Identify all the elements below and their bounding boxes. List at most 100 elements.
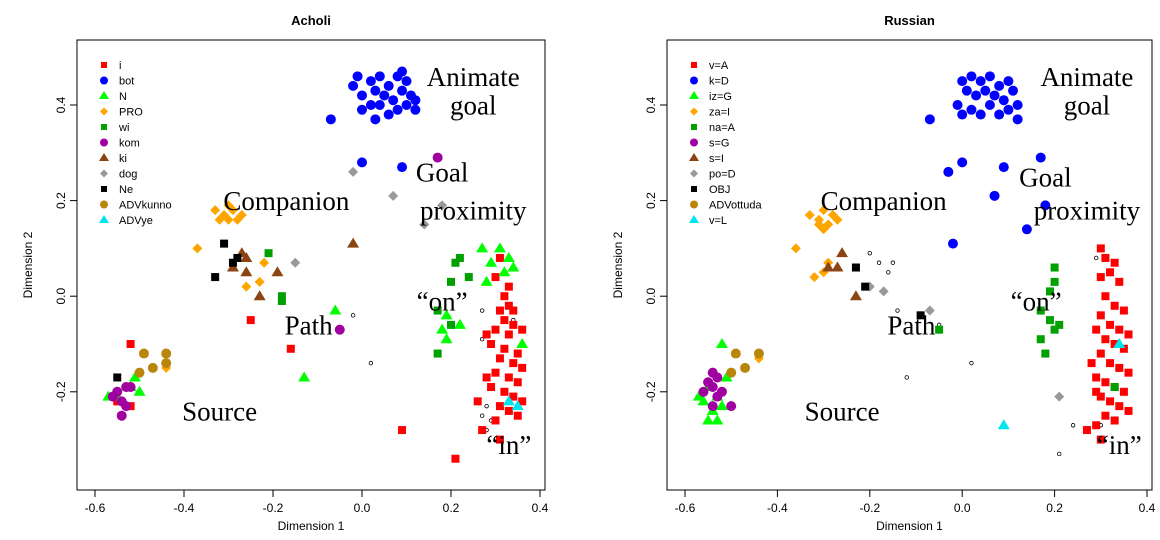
legend-label: k=D bbox=[709, 76, 729, 88]
legend: i bot N PRO wi kom ki dog Ne ADVkunno ADVye bbox=[99, 60, 172, 227]
data-point bbox=[836, 247, 849, 258]
data-point bbox=[849, 290, 862, 301]
data-point bbox=[455, 253, 464, 262]
region-annotation: “on” bbox=[1011, 287, 1062, 317]
data-point bbox=[116, 410, 127, 421]
data-point bbox=[707, 401, 718, 412]
legend: v=A k=D iz=G za=I na=A s=G s=I po=D OBJ ADVottuda… bbox=[689, 60, 762, 227]
legend-marker bbox=[100, 107, 108, 116]
data-point bbox=[715, 338, 728, 348]
data-point bbox=[482, 373, 491, 382]
legend-label: v=A bbox=[709, 60, 729, 72]
series-advottuda bbox=[726, 348, 764, 378]
legend-label: s=I bbox=[709, 153, 724, 165]
data-point bbox=[498, 266, 511, 277]
data-point bbox=[730, 348, 741, 359]
data-point bbox=[943, 166, 954, 177]
y-axis-label: Dimension 2 bbox=[611, 231, 625, 298]
legend-marker bbox=[100, 200, 108, 209]
data-point bbox=[1101, 378, 1110, 387]
data-point bbox=[433, 349, 442, 358]
data-point bbox=[491, 273, 500, 282]
data-point bbox=[401, 76, 412, 87]
data-point bbox=[271, 266, 284, 277]
data-point bbox=[1050, 277, 1059, 286]
data-point bbox=[495, 435, 504, 444]
open-point bbox=[479, 337, 485, 342]
x-tick-label: 0.2 bbox=[443, 501, 460, 515]
y-tick-label: -0.2 bbox=[644, 381, 658, 402]
data-point bbox=[334, 324, 345, 335]
data-point bbox=[286, 344, 295, 353]
series-advye bbox=[502, 395, 524, 411]
data-point bbox=[831, 261, 844, 272]
legend-label: OBJ bbox=[709, 184, 730, 196]
legend-marker bbox=[690, 200, 698, 209]
data-point bbox=[1096, 273, 1105, 282]
data-point bbox=[989, 90, 1000, 101]
region-annotation: Companion bbox=[223, 186, 349, 216]
data-point bbox=[1036, 306, 1045, 315]
series-kom bbox=[107, 152, 443, 421]
data-point bbox=[1096, 311, 1105, 320]
data-point bbox=[1092, 421, 1101, 430]
region-annotation: proximity bbox=[420, 196, 527, 226]
data-point bbox=[509, 320, 518, 329]
data-point bbox=[924, 305, 935, 316]
data-point bbox=[997, 419, 1010, 430]
data-point bbox=[726, 401, 737, 412]
chart-title: Acholi bbox=[291, 13, 331, 28]
data-point bbox=[480, 275, 493, 286]
legend-label: PRO bbox=[119, 107, 143, 119]
legend-marker bbox=[690, 169, 698, 178]
data-point bbox=[485, 256, 498, 267]
data-point bbox=[134, 367, 145, 378]
data-point bbox=[1012, 114, 1023, 125]
data-point bbox=[493, 242, 506, 253]
data-point bbox=[1106, 268, 1115, 277]
x-tick-label: -0.6 bbox=[675, 501, 696, 515]
legend-label: ki bbox=[119, 153, 127, 165]
region-annotation: goal bbox=[450, 91, 497, 121]
data-point bbox=[1096, 435, 1105, 444]
data-point bbox=[1041, 349, 1050, 358]
data-point bbox=[1092, 373, 1101, 382]
legend-label: N bbox=[119, 91, 127, 103]
data-point bbox=[975, 109, 986, 120]
data-point bbox=[822, 261, 835, 272]
data-point bbox=[370, 85, 381, 96]
data-point bbox=[397, 85, 408, 96]
data-point bbox=[994, 80, 1005, 91]
data-point bbox=[401, 100, 412, 110]
data-point bbox=[1101, 411, 1110, 420]
data-point bbox=[107, 391, 118, 402]
open-point bbox=[969, 360, 974, 366]
data-point bbox=[504, 330, 513, 339]
data-point bbox=[966, 104, 977, 115]
data-point bbox=[210, 205, 221, 216]
data-point bbox=[329, 304, 342, 315]
y-axis-label: Dimension 2 bbox=[21, 231, 35, 298]
data-point bbox=[1008, 85, 1019, 96]
series-s-i bbox=[822, 247, 862, 301]
data-point bbox=[487, 383, 496, 392]
legend-label: i bbox=[119, 60, 121, 72]
data-point bbox=[1110, 416, 1119, 425]
legend-marker bbox=[99, 153, 109, 161]
data-point bbox=[161, 358, 172, 369]
data-point bbox=[971, 90, 982, 101]
data-point bbox=[1101, 292, 1110, 301]
data-point bbox=[491, 416, 500, 425]
legend-label: bot bbox=[119, 76, 134, 88]
data-point bbox=[1124, 406, 1133, 415]
plot-frame bbox=[76, 39, 546, 491]
data-point bbox=[410, 104, 421, 115]
series-advkunno bbox=[134, 348, 172, 378]
series-na-a bbox=[935, 263, 1119, 392]
data-point bbox=[1040, 200, 1051, 211]
data-point bbox=[451, 454, 460, 463]
open-point bbox=[484, 403, 489, 409]
x-tick-label: 0.2 bbox=[1046, 501, 1063, 515]
open-point bbox=[886, 270, 891, 275]
